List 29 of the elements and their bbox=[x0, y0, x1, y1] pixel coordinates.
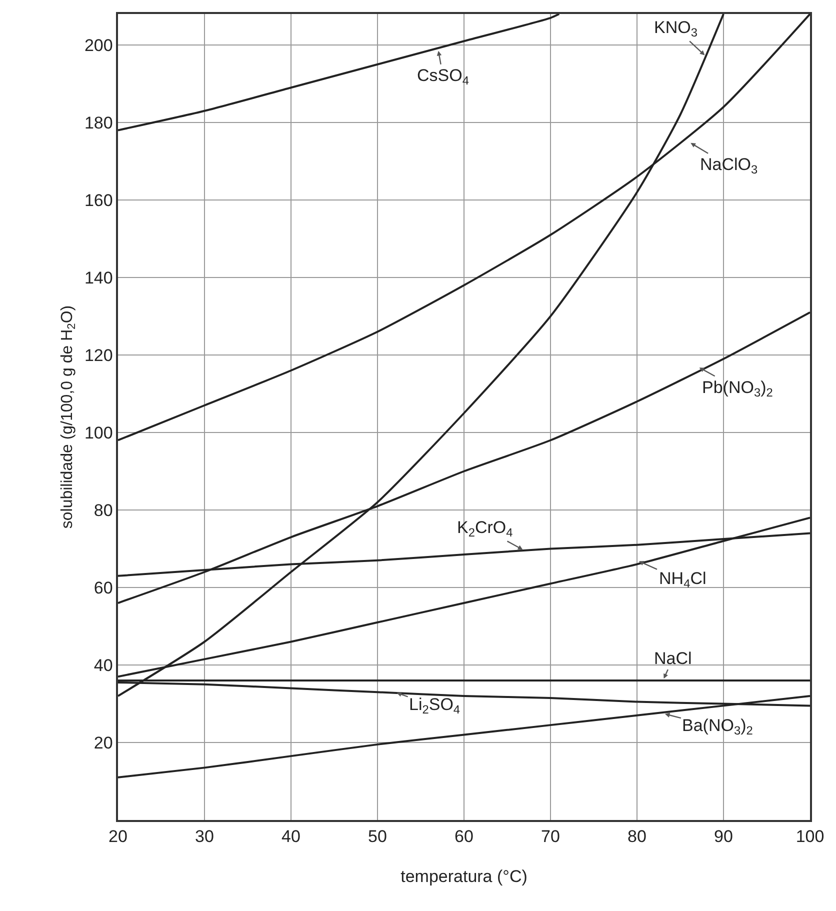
x-tick-label: 60 bbox=[454, 827, 474, 846]
annotation: NaCl bbox=[654, 649, 692, 668]
annotation: CsSO$_{4}$ bbox=[417, 66, 470, 88]
x-axis-title: temperatura (°C) bbox=[400, 867, 528, 886]
x-tick-label: 50 bbox=[368, 827, 387, 846]
annotation: Pb(NO$_{3}$)$_{2}$ bbox=[702, 378, 774, 400]
annotation: KNO$_{3}$ bbox=[654, 18, 698, 40]
annotation: NaClO$_{3}$ bbox=[700, 155, 758, 177]
x-tick-label: 90 bbox=[714, 827, 733, 846]
x-tick-label: 100 bbox=[796, 827, 824, 846]
x-tick-label: 70 bbox=[541, 827, 560, 846]
annotation: NH$_{4}$Cl bbox=[659, 569, 706, 591]
x-tick-label: 40 bbox=[282, 827, 300, 846]
y-tick-label: 40 bbox=[94, 656, 113, 675]
y-tick-label: 160 bbox=[84, 190, 113, 210]
y-tick-label: 100 bbox=[84, 423, 113, 442]
annotation: Li$_{2}$SO$_{4}$ bbox=[409, 695, 460, 717]
y-tick-label: 60 bbox=[94, 578, 113, 598]
annotation: Ba(NO$_{3}$)$_{2}$ bbox=[682, 716, 754, 738]
x-tick-label: 20 bbox=[108, 827, 128, 846]
y-tick-label: 200 bbox=[84, 36, 113, 55]
y-tick-label: 180 bbox=[84, 113, 113, 132]
x-tick-label: 80 bbox=[628, 827, 646, 846]
y-tick-label: 20 bbox=[94, 733, 113, 752]
y-tick-label: 80 bbox=[94, 500, 113, 520]
annotation: K$_{2}$CrO$_{4}$ bbox=[457, 518, 514, 540]
x-tick-label: 30 bbox=[195, 827, 214, 846]
y-tick-label: 120 bbox=[84, 346, 113, 365]
y-tick-label: 140 bbox=[84, 268, 113, 288]
